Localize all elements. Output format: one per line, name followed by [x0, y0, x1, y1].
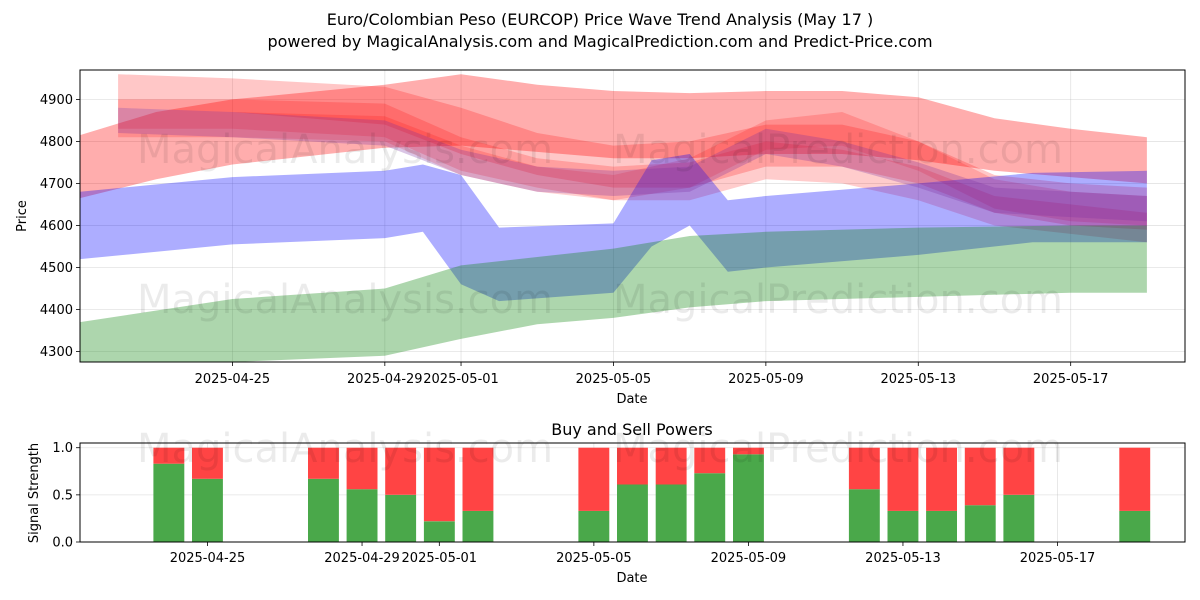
price-y-tick-label: 4700: [40, 177, 73, 192]
wave-band-green-6: [80, 225, 1147, 362]
price-y-axis-label: Price: [15, 200, 30, 232]
price-wave-bands: [80, 74, 1147, 362]
wave-band-red-3: [118, 107, 1147, 226]
signal-x-tick-label: 2025-05-09: [711, 551, 787, 566]
sell-bar: [192, 447, 223, 479]
price-x-tick-label: 2025-05-13: [880, 372, 956, 387]
buy-bar: [578, 510, 610, 542]
sell-bar: [733, 447, 764, 455]
buy-bar: [887, 510, 919, 542]
sell-bar: [153, 447, 185, 464]
buy-bar: [192, 478, 223, 542]
sell-bar: [578, 447, 610, 511]
chart-title-line1: Euro/Colombian Peso (EURCOP) Price Wave …: [327, 10, 873, 29]
sell-bar: [1119, 447, 1151, 511]
price-y-tick-label: 4300: [40, 345, 73, 360]
sell-bar: [848, 447, 880, 490]
price-x-tick-label: 2025-05-05: [576, 372, 652, 387]
signal-axes-frame: [79, 442, 1186, 543]
buy-bar: [964, 505, 996, 542]
sell-bar: [694, 447, 726, 474]
signal-y-ticks: 0.0 0.5 1.0: [52, 441, 80, 551]
buy-bar: [462, 510, 494, 542]
price-x-tick-label: 2025-05-17: [1033, 372, 1109, 387]
signal-x-tick-label: 2025-05-17: [1020, 551, 1096, 566]
price-y-tick-label: 4500: [40, 261, 73, 276]
price-axes-frame: [79, 69, 1186, 363]
wave-band-red-1: [118, 74, 1147, 230]
sell-bar: [385, 447, 417, 495]
buy-bar: [926, 510, 957, 542]
sell-bar: [926, 447, 957, 511]
buy-bar: [346, 489, 378, 542]
sell-bar: [617, 447, 648, 485]
buy-bar: [848, 489, 880, 542]
buy-bar: [1003, 494, 1035, 542]
wave-band-purple-5: [118, 107, 1147, 222]
buy-bar: [617, 484, 648, 542]
buy-bar: [153, 463, 185, 542]
buy-bar: [308, 478, 339, 542]
buy-bar: [423, 521, 455, 542]
sell-bar: [964, 447, 996, 506]
signal-x-tick-label: 2025-05-01: [402, 551, 478, 566]
price-panel: MagicalAnalysis.com MagicalPrediction.co…: [15, 69, 1186, 407]
watermark-analysis-mid: MagicalAnalysis.com: [137, 277, 553, 323]
price-x-ticks: 2025-04-25 2025-04-29 2025-05-01 2025-05-05…: [195, 362, 1109, 387]
wave-band-red-0: [80, 74, 1147, 199]
buy-bar: [733, 454, 764, 542]
signal-bars: [153, 447, 1151, 542]
wave-band-red-2: [118, 99, 1147, 243]
price-x-axis-label: Date: [616, 392, 647, 407]
price-y-ticks: 4300 4400 4500 4600 4700 4800 4900: [40, 93, 80, 360]
signal-x-tick-label: 2025-05-05: [556, 551, 632, 566]
sell-bar: [887, 447, 919, 511]
sell-bar: [423, 447, 455, 522]
chart-title-line2: powered by MagicalAnalysis.com and Magic…: [267, 32, 932, 51]
signal-x-tick-label: 2025-04-25: [170, 551, 246, 566]
price-x-tick-label: 2025-05-01: [423, 372, 499, 387]
watermark-analysis-bottom: MagicalAnalysis.com: [137, 426, 553, 472]
sell-bar: [655, 447, 687, 485]
buy-bar: [694, 473, 726, 542]
signal-x-tick-label: 2025-04-29: [324, 551, 400, 566]
signal-panel: Buy and Sell Powers MagicalAnalysis.com …: [27, 420, 1186, 586]
signal-x-axis-label: Date: [616, 571, 647, 586]
price-y-tick-label: 4600: [40, 219, 73, 234]
watermark-analysis-top: MagicalAnalysis.com: [137, 127, 553, 173]
watermark-prediction-mid: MagicalPrediction.com: [613, 277, 1063, 323]
price-y-tick-label: 4400: [40, 303, 73, 318]
watermark-prediction-bottom: MagicalPrediction.com: [613, 426, 1063, 472]
price-x-tick-label: 2025-04-29: [347, 372, 423, 387]
signal-watermarks: MagicalAnalysis.com MagicalPrediction.co…: [137, 426, 1063, 472]
signal-y-tick-label: 1.0: [52, 441, 73, 456]
buy-bar: [1119, 510, 1151, 542]
price-grid: [80, 70, 1185, 362]
signal-chart-title: Buy and Sell Powers: [551, 420, 713, 439]
price-y-tick-label: 4800: [40, 135, 73, 150]
price-y-tick-label: 4900: [40, 93, 73, 108]
watermark-prediction-top: MagicalPrediction.com: [613, 127, 1063, 173]
signal-x-ticks: 2025-04-25 2025-04-29 2025-05-01 2025-05-05…: [170, 542, 1096, 566]
wave-band-blue-4: [80, 154, 1147, 302]
sell-bar: [462, 447, 494, 511]
price-watermarks: MagicalAnalysis.com MagicalPrediction.co…: [137, 127, 1063, 323]
signal-x-tick-label: 2025-05-13: [865, 551, 941, 566]
signal-y-axis-label: Signal Strength: [27, 443, 42, 543]
signal-y-tick-label: 0.0: [52, 536, 73, 551]
sell-bar: [1003, 447, 1035, 495]
signal-y-tick-label: 0.5: [52, 488, 73, 503]
sell-bar: [346, 447, 378, 490]
price-x-tick-label: 2025-05-09: [728, 372, 804, 387]
sell-bar: [308, 447, 339, 479]
price-x-tick-label: 2025-04-25: [195, 372, 271, 387]
buy-bar: [385, 494, 417, 542]
buy-bar: [655, 484, 687, 542]
